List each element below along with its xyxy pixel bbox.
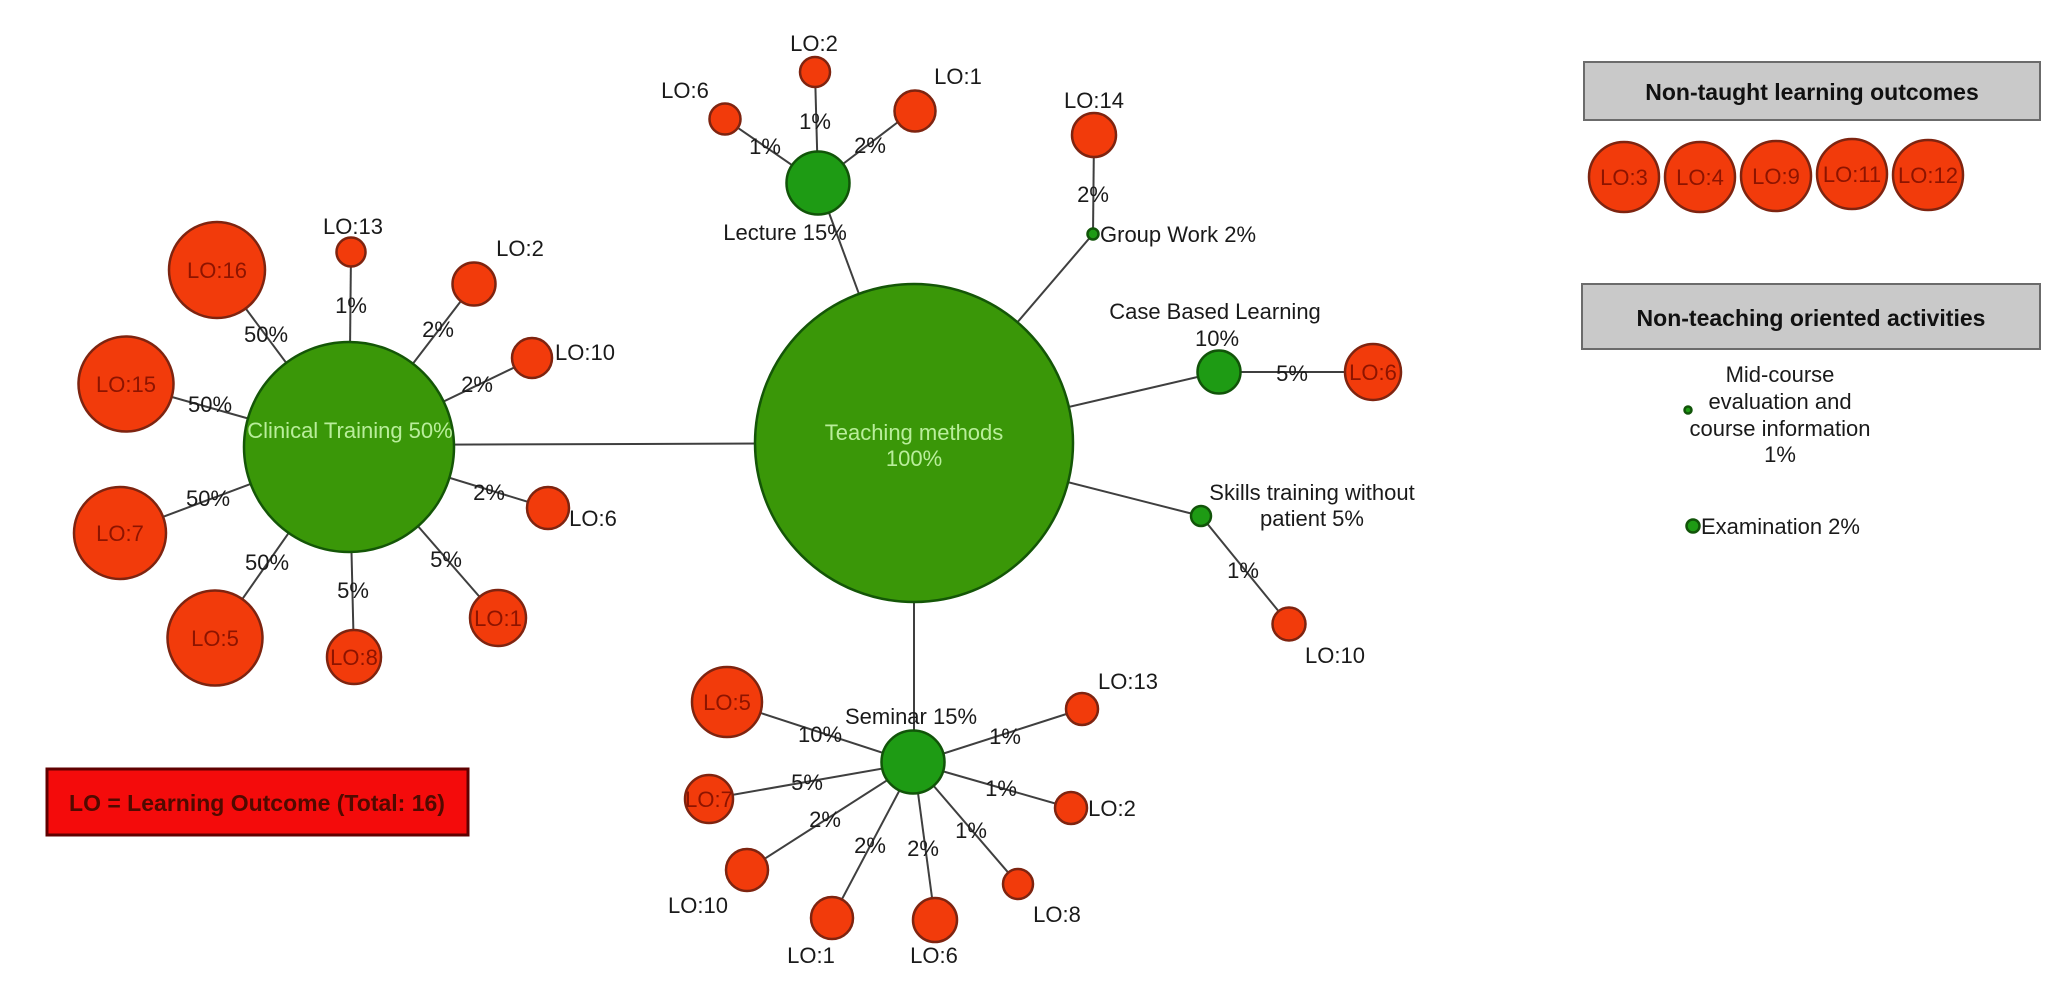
svg-text:1%: 1% xyxy=(1764,442,1796,467)
svg-text:2%: 2% xyxy=(473,480,505,505)
svg-text:1%: 1% xyxy=(1227,558,1259,583)
svg-text:LO:14: LO:14 xyxy=(1064,88,1124,113)
svg-text:5%: 5% xyxy=(1276,361,1308,386)
svg-text:LO:6: LO:6 xyxy=(1349,360,1397,385)
svg-text:50%: 50% xyxy=(186,486,230,511)
svg-text:Teaching methods: Teaching methods xyxy=(825,420,1004,445)
svg-text:LO:2: LO:2 xyxy=(496,236,544,261)
svg-text:Clinical Training 50%: Clinical Training 50% xyxy=(247,418,452,443)
svg-text:Lecture 15%: Lecture 15% xyxy=(723,220,847,245)
svg-text:2%: 2% xyxy=(907,836,939,861)
svg-text:LO:5: LO:5 xyxy=(703,690,751,715)
svg-text:LO:7: LO:7 xyxy=(96,521,144,546)
svg-text:Skills training without: Skills training without xyxy=(1209,480,1414,505)
svg-text:2%: 2% xyxy=(1077,182,1109,207)
svg-text:patient 5%: patient 5% xyxy=(1260,506,1364,531)
svg-text:1%: 1% xyxy=(799,109,831,134)
svg-text:5%: 5% xyxy=(430,547,462,572)
svg-text:2%: 2% xyxy=(422,317,454,342)
svg-text:1%: 1% xyxy=(335,293,367,318)
svg-text:1%: 1% xyxy=(955,818,987,843)
svg-text:LO:4: LO:4 xyxy=(1676,165,1724,190)
svg-text:LO:1: LO:1 xyxy=(787,943,835,968)
svg-text:LO:12: LO:12 xyxy=(1898,163,1958,188)
svg-text:LO:15: LO:15 xyxy=(96,372,156,397)
svg-text:2%: 2% xyxy=(854,133,886,158)
svg-text:LO:6: LO:6 xyxy=(910,943,958,968)
svg-text:100%: 100% xyxy=(886,446,942,471)
svg-text:Group Work 2%: Group Work 2% xyxy=(1100,222,1256,247)
svg-text:Examination 2%: Examination 2% xyxy=(1701,514,1860,539)
svg-text:LO:2: LO:2 xyxy=(1088,796,1136,821)
svg-text:Seminar 15%: Seminar 15% xyxy=(845,704,977,729)
svg-text:LO:10: LO:10 xyxy=(555,340,615,365)
svg-text:course information: course information xyxy=(1690,416,1871,441)
svg-text:2%: 2% xyxy=(809,807,841,832)
svg-text:LO:10: LO:10 xyxy=(668,893,728,918)
svg-text:1%: 1% xyxy=(989,724,1021,749)
svg-text:Case Based Learning: Case Based Learning xyxy=(1109,299,1321,324)
svg-text:LO = Learning Outcome (Total:: LO = Learning Outcome (Total: 16) xyxy=(69,790,445,816)
svg-text:LO:8: LO:8 xyxy=(330,645,378,670)
svg-text:LO:16: LO:16 xyxy=(187,258,247,283)
svg-text:LO:11: LO:11 xyxy=(1823,162,1881,187)
svg-text:LO:10: LO:10 xyxy=(1305,643,1365,668)
svg-text:LO:6: LO:6 xyxy=(569,506,617,531)
svg-text:2%: 2% xyxy=(461,372,493,397)
svg-text:5%: 5% xyxy=(337,578,369,603)
svg-text:LO:1: LO:1 xyxy=(474,606,522,631)
svg-text:LO:1: LO:1 xyxy=(934,64,982,89)
svg-text:2%: 2% xyxy=(854,833,886,858)
svg-text:LO:5: LO:5 xyxy=(191,626,239,651)
svg-text:Non-teaching oriented activiti: Non-teaching oriented activities xyxy=(1637,305,1986,331)
svg-text:50%: 50% xyxy=(188,392,232,417)
svg-text:1%: 1% xyxy=(749,134,781,159)
svg-text:10%: 10% xyxy=(798,722,842,747)
svg-text:evaluation and: evaluation and xyxy=(1708,389,1851,414)
svg-text:Non-taught learning outcomes: Non-taught learning outcomes xyxy=(1645,79,1979,105)
svg-text:1%: 1% xyxy=(985,776,1017,801)
svg-text:LO:3: LO:3 xyxy=(1600,165,1648,190)
svg-text:LO:9: LO:9 xyxy=(1752,164,1800,189)
svg-text:50%: 50% xyxy=(244,322,288,347)
svg-text:LO:13: LO:13 xyxy=(1098,669,1158,694)
svg-text:LO:13: LO:13 xyxy=(323,214,383,239)
svg-text:LO:6: LO:6 xyxy=(661,78,709,103)
svg-text:Mid-course: Mid-course xyxy=(1726,362,1835,387)
svg-text:LO:8: LO:8 xyxy=(1033,902,1081,927)
svg-text:10%: 10% xyxy=(1195,326,1239,351)
svg-text:LO:7: LO:7 xyxy=(685,787,733,812)
svg-text:50%: 50% xyxy=(245,550,289,575)
svg-text:LO:2: LO:2 xyxy=(790,31,838,56)
svg-text:5%: 5% xyxy=(791,770,823,795)
